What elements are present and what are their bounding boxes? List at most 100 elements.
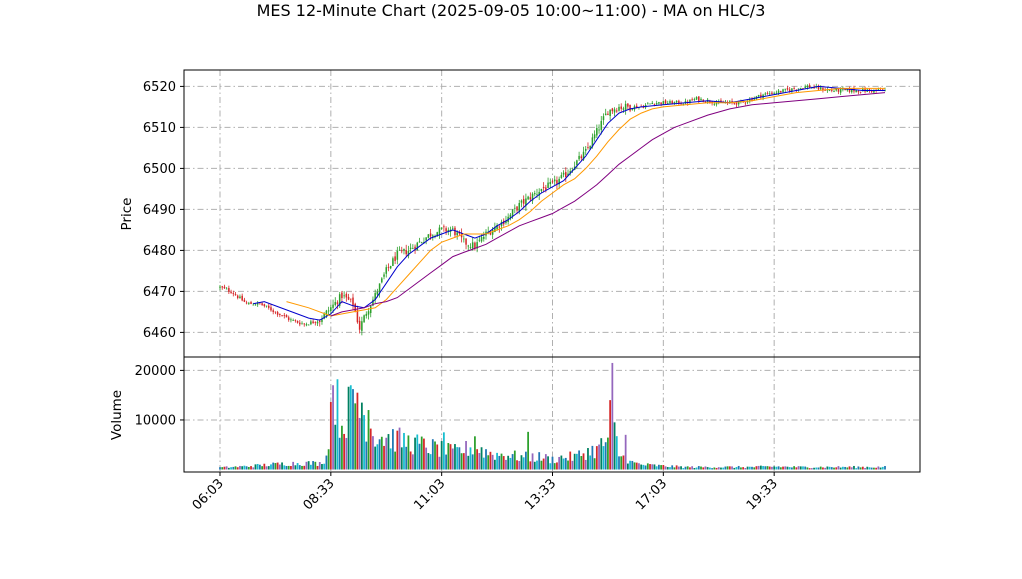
volume-bar: [600, 438, 603, 470]
volume-bar: [276, 462, 279, 470]
candle-body: [786, 88, 789, 90]
candle-body: [653, 103, 656, 105]
volume-bar: [671, 465, 674, 470]
candle-body: [744, 102, 747, 104]
volume-bar: [301, 465, 303, 470]
candle-body: [274, 311, 277, 313]
candle-body: [746, 101, 749, 103]
volume-bar: [267, 466, 270, 470]
volume-bar: [367, 410, 370, 470]
price-axis-label: Price: [119, 198, 135, 231]
volume-bars: [219, 362, 886, 470]
volume-bar: [793, 466, 796, 470]
candle-body: [367, 311, 370, 315]
volume-bar: [551, 456, 554, 470]
candle-body: [844, 89, 846, 91]
volume-bar: [653, 464, 656, 470]
volume-bar: [378, 439, 381, 470]
volume-bar: [844, 466, 846, 470]
volume-bar: [857, 466, 860, 470]
candle-body: [265, 305, 268, 307]
volume-bar: [467, 455, 470, 470]
volume-bar: [595, 446, 598, 470]
candle-body: [675, 100, 678, 103]
candle-body: [580, 156, 583, 159]
candle-body: [565, 172, 567, 178]
volume-bar: [877, 466, 880, 470]
candle-body: [245, 302, 248, 304]
candle-body: [560, 175, 563, 178]
volume-bar: [542, 458, 545, 470]
volume-bar: [349, 385, 352, 470]
candle-body: [662, 101, 665, 105]
volume-bar: [788, 467, 791, 470]
volume-bar: [496, 452, 498, 470]
candle-body: [735, 102, 738, 105]
candle-body: [618, 106, 620, 111]
volume-bar: [684, 466, 687, 470]
candle-body: [833, 91, 835, 92]
volume-bar: [536, 460, 538, 470]
candlesticks: [219, 83, 886, 336]
candle-body: [669, 101, 671, 104]
volume-bar: [440, 441, 443, 470]
candle-body: [520, 200, 523, 203]
volume-bar: [294, 465, 297, 470]
volume-bar: [726, 466, 729, 470]
volume-bar: [296, 463, 299, 470]
volume-bar: [759, 465, 762, 470]
candle-body: [458, 232, 461, 234]
candle-body: [219, 286, 221, 288]
volume-bar: [773, 466, 776, 470]
candle-body: [299, 322, 301, 325]
candle-body: [591, 137, 594, 147]
volume-axis-ticks: 10000 20000: [135, 364, 184, 428]
candle-body: [700, 98, 702, 101]
candle-body: [819, 87, 822, 90]
volume-bar: [498, 455, 501, 470]
candle-body: [432, 235, 434, 237]
volume-axis-label: Volume: [109, 390, 125, 440]
volume-bar: [604, 442, 607, 470]
volume-bar: [338, 437, 341, 470]
volume-bar: [307, 461, 310, 470]
candle-body: [822, 88, 824, 91]
volume-bar: [232, 466, 235, 470]
volume-bar: [418, 443, 421, 470]
volume-bar: [312, 461, 314, 470]
moving-average-line: [286, 87, 885, 317]
candle-body: [463, 238, 465, 240]
candle-body: [831, 89, 833, 91]
volume-bar: [713, 467, 716, 470]
volume-bar: [819, 466, 822, 470]
candle-body: [698, 96, 700, 101]
volume-bar: [571, 460, 574, 470]
volume-bar: [438, 456, 441, 470]
candle-body: [616, 110, 618, 112]
candle-body: [538, 191, 540, 196]
volume-bar: [791, 467, 793, 470]
volume-bar: [755, 466, 758, 470]
candle-body: [547, 182, 549, 189]
candle-body: [347, 296, 350, 300]
volume-bar: [578, 450, 580, 470]
candle-body: [376, 292, 379, 295]
candle-body: [425, 237, 427, 241]
volume-bar: [870, 467, 873, 470]
volume-bar: [864, 467, 866, 470]
candle-body: [875, 89, 877, 91]
candle-body: [764, 93, 767, 95]
candle-body: [782, 89, 784, 93]
candle-body: [498, 226, 501, 228]
candle-body: [400, 250, 403, 252]
candle-body: [296, 321, 299, 323]
volume-bar: [352, 389, 354, 470]
candle-body: [629, 104, 631, 111]
candle-body: [678, 100, 680, 104]
candle-body: [352, 297, 354, 306]
volume-bar: [735, 467, 738, 470]
volume-bar: [449, 444, 452, 470]
candle-body: [409, 247, 412, 249]
candle-body: [518, 203, 521, 212]
volume-bar: [239, 465, 241, 470]
